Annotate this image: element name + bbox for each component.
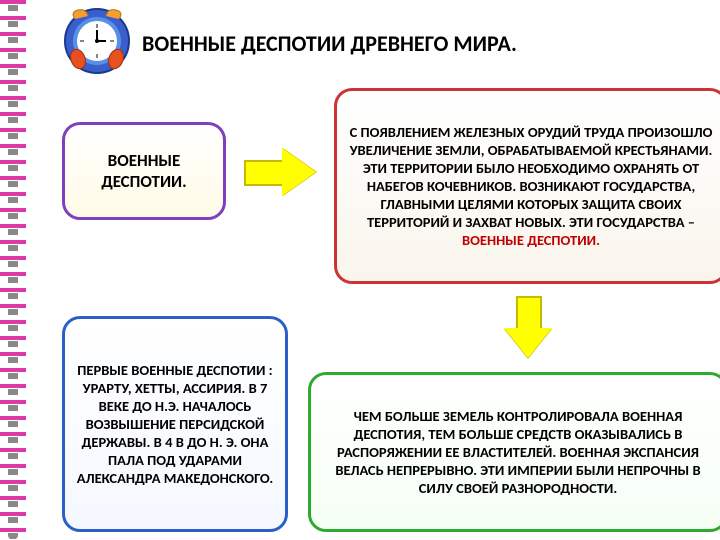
box2-main-text: С ПОЯВЛЕНИЕМ ЖЕЛЕЗНЫХ ОРУДИЙ ТРУДА ПРОИЗ… <box>350 123 713 232</box>
box1-text: ВОЕННЫЕ ДЕСПОТИИ. <box>75 150 213 193</box>
box-first-despotisms: ПЕРВЫЕ ВОЕННЫЕ ДЕСПОТИИ : УРАРТУ, ХЕТТЫ,… <box>62 316 288 532</box>
box-iron-tools: С ПОЯВЛЕНИЕМ ЖЕЛЕЗНЫХ ОРУДИЙ ТРУДА ПРОИЗ… <box>334 88 720 284</box>
box-more-lands: ЧЕМ БОЛЬШЕ ЗЕМЕЛЬ КОНТРОЛИРОВАЛА ВОЕННАЯ… <box>308 372 720 532</box>
box-military-despotism: ВОЕННЫЕ ДЕСПОТИИ. <box>62 122 226 220</box>
page-background: ВОЕННЫЕ ДЕСПОТИИ ДРЕВНЕГО МИРА. ВОЕННЫЕ … <box>26 0 720 540</box>
box3-text: ПЕРВЫЕ ВОЕННЫЕ ДЕСПОТИИ : УРАРТУ, ХЕТТЫ,… <box>75 361 275 488</box>
box4-text: ЧЕМ БОЛЬШЕ ЗЕМЕЛЬ КОНТРОЛИРОВАЛА ВОЕННАЯ… <box>321 407 715 498</box>
page-title: ВОЕННЫЕ ДЕСПОТИИ ДРЕВНЕГО МИРА. <box>142 30 517 57</box>
clock-globe-icon <box>60 4 134 78</box>
spiral-binding <box>0 0 26 540</box>
box2-highlight: ВОЕННЫЕ ДЕСПОТИИ. <box>462 231 600 249</box>
box2-content: С ПОЯВЛЕНИЕМ ЖЕЛЕЗНЫХ ОРУДИЙ ТРУДА ПРОИЗ… <box>347 123 715 250</box>
